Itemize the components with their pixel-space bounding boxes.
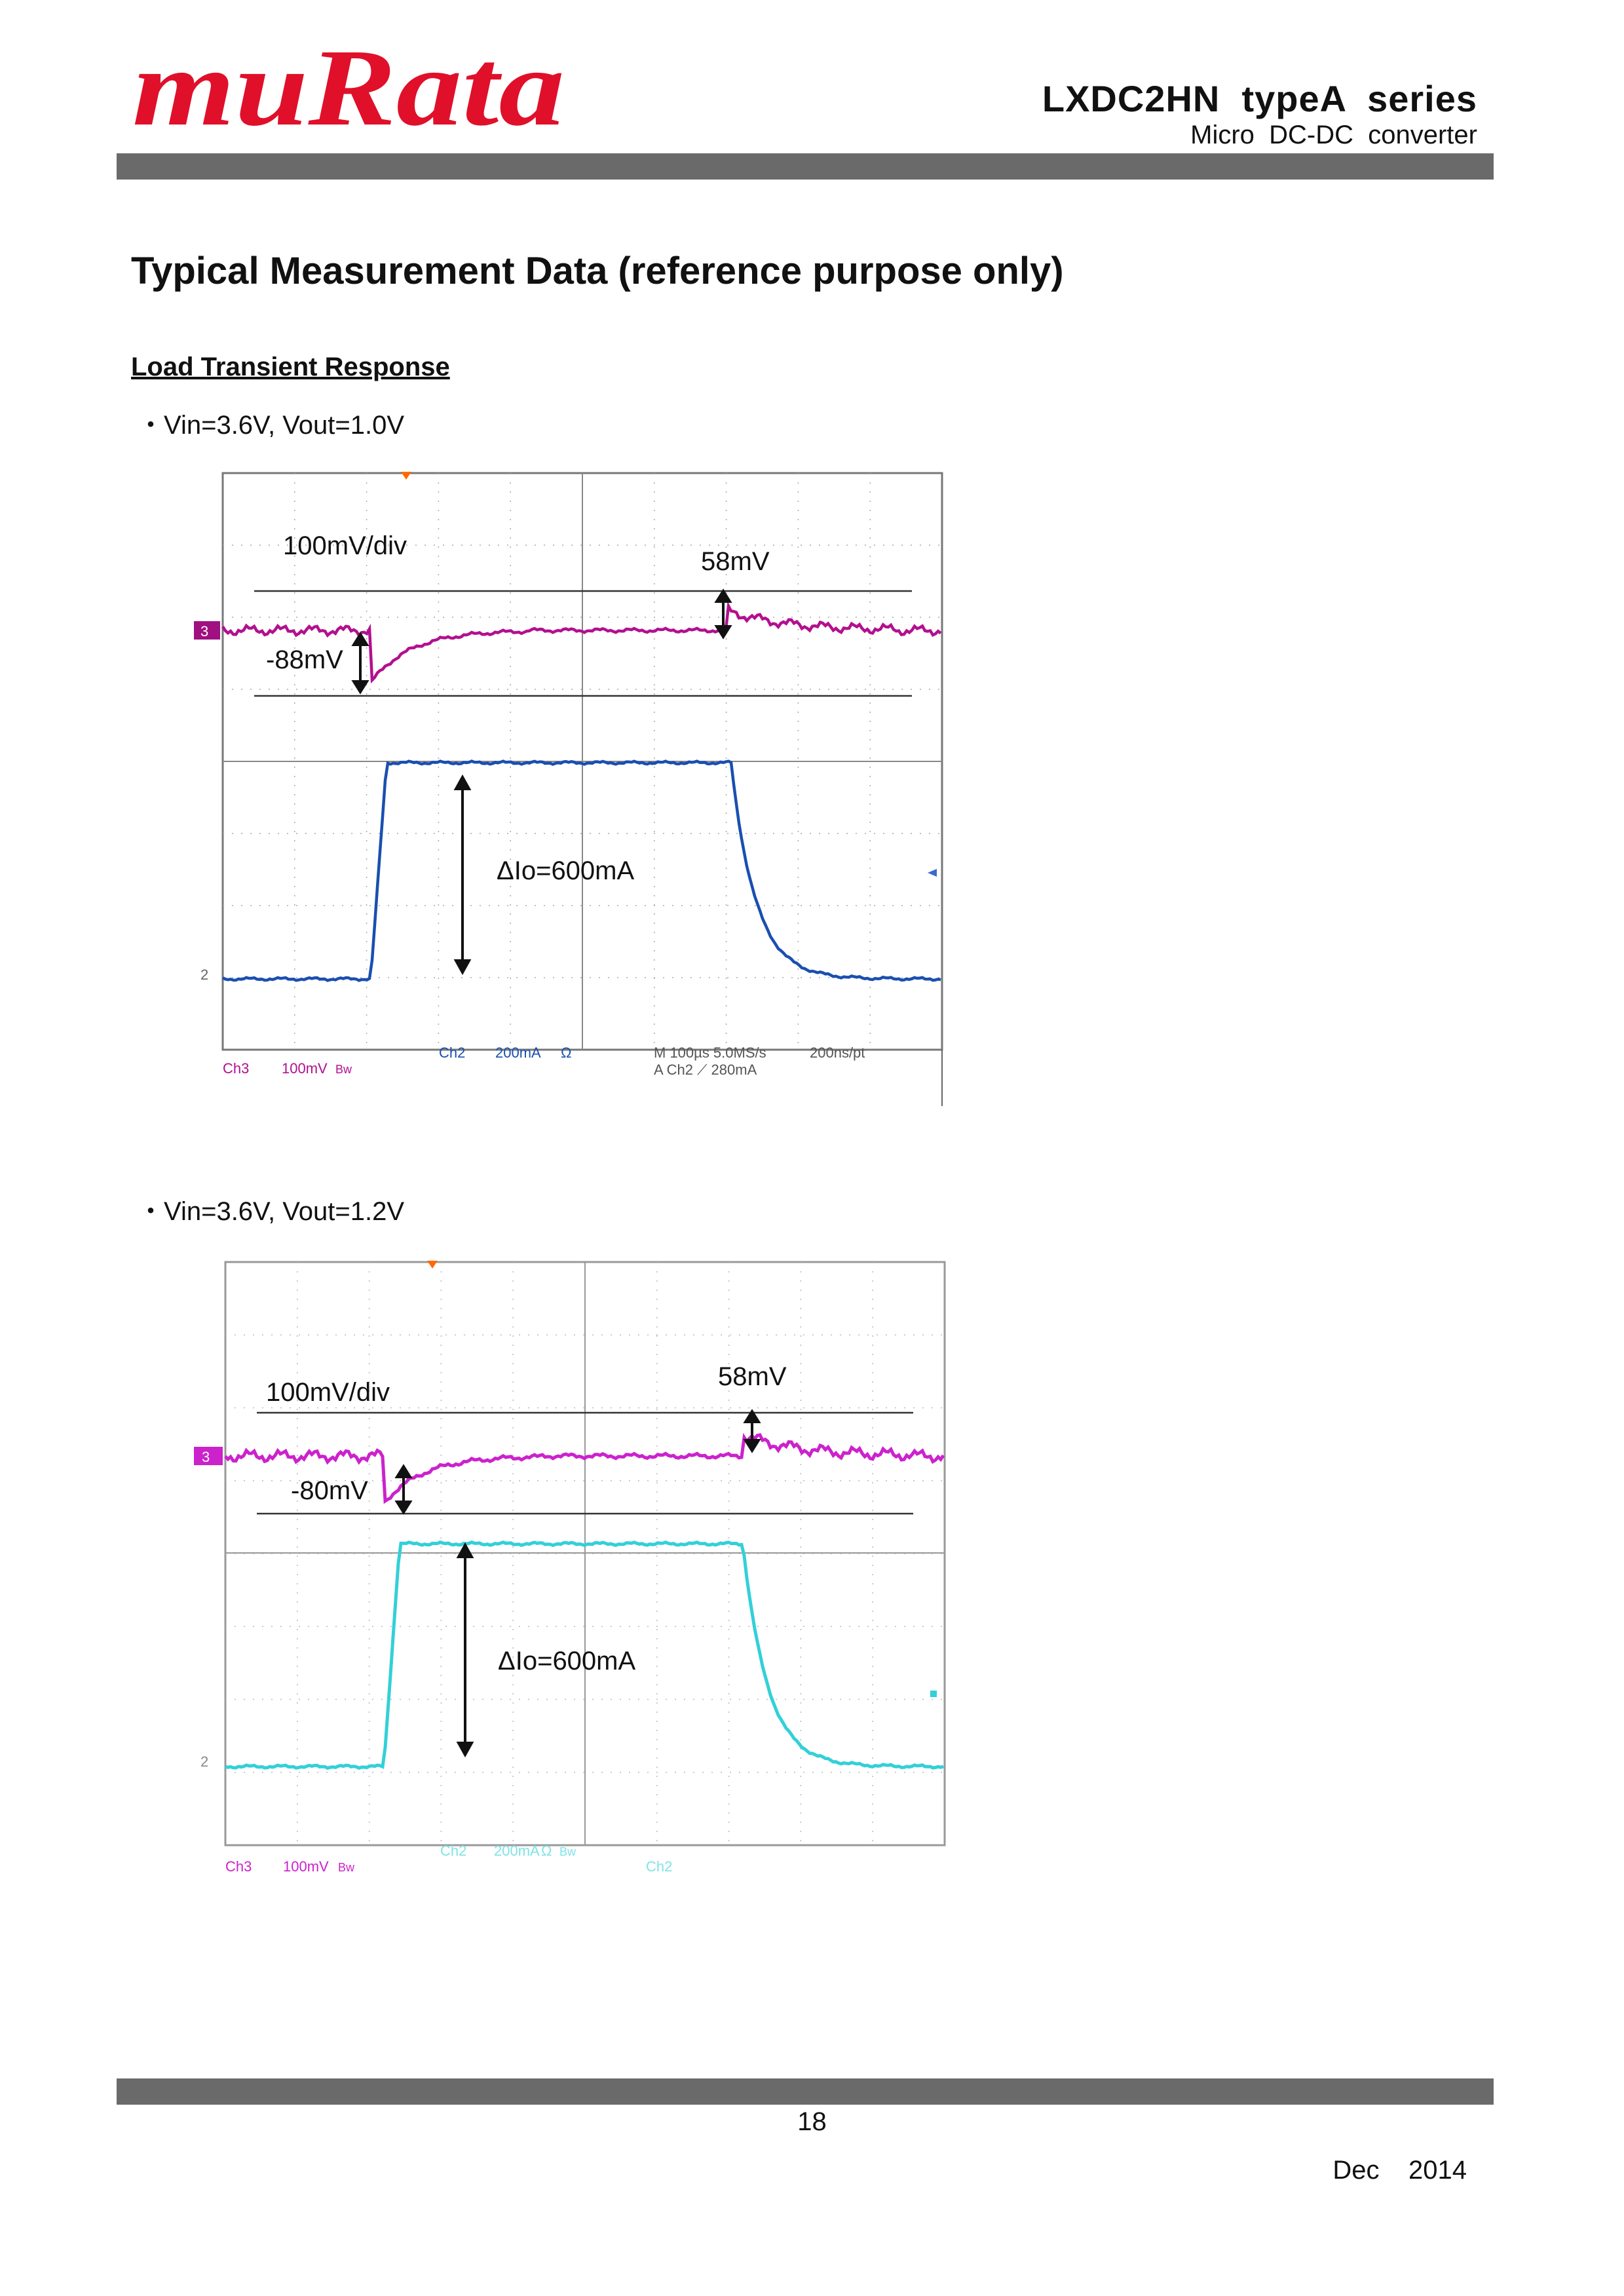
scope-svg: 3 2 100mV/div 58mV -88mV ΔIo=600mA Ch3 1… [194,472,943,1106]
page-title: Typical Measurement Data (reference purp… [131,250,1064,292]
readout-ch3-bw: Bw [335,1063,352,1076]
trigger-position-marker [427,1261,438,1269]
vout-trace [221,601,942,684]
murata-logo: muRata [128,26,569,149]
header-bar [117,153,1494,180]
ch3-marker-label: 3 [200,623,208,640]
overshoot-label: 58mV [718,1362,787,1391]
ch3-marker-label: 3 [202,1449,210,1465]
readout-ch3: Ch3 [223,1060,249,1077]
readout-ch2b: Ch2 [646,1858,672,1875]
delta-io-label: ΔIo=600mA [498,1647,635,1675]
iout-trace [225,1540,944,1770]
iout-trace [222,759,941,982]
oscilloscope-chart: 3 2 100mV/div 58mV -88mV ΔIo=600mA Ch3 1… [194,467,954,1106]
readout-ch3-scale: 100mV [282,1060,328,1077]
readout-ch3-bw: Bw [338,1861,355,1874]
readout-ch3-scale: 100mV [283,1858,329,1875]
readout-ch2: Ch2 [440,1843,466,1859]
ch2-marker-label: 2 [200,1753,208,1770]
delta-io-label: ΔIo=600mA [497,856,634,885]
readout-ch2-scale: 200mA [494,1843,540,1859]
readout-trigger: A Ch2 ⟋ 280mA [654,1062,757,1078]
trigger-level-marker [928,869,937,877]
undershoot-label: -88mV [266,645,343,674]
arrows [394,1409,761,1758]
footer-date: Dec 2014 [1332,2156,1467,2185]
readout-pt: 200ns/pt [810,1044,865,1061]
condition-label: ・Vin=3.6V, Vout=1.0V [138,411,405,440]
ch3-marker [194,1447,223,1465]
volt-div-label: 100mV/div [266,1378,390,1407]
page-number: 18 [797,2107,827,2136]
arrows [351,588,732,976]
readout-ch2-scale: 200mA [495,1044,541,1061]
vout-trace [224,1432,945,1504]
volt-div-label: 100mV/div [283,531,407,560]
undershoot-label: -80mV [291,1476,368,1505]
readout-ch3: Ch3 [225,1858,252,1875]
section-title: Load Transient Response [131,353,450,381]
readout-time: M 100µs 5.0MS/s [654,1044,766,1061]
readout-ch2-ohm: Ω [541,1843,552,1859]
ch2-marker-label: 2 [200,966,208,983]
series-title: LXDC2HN typeA series [1042,78,1477,119]
trigger-level-marker [930,1691,937,1697]
oscilloscope-chart: 3 2 100mV/div 58mV -80mV ΔIo=600mA Ch3 1… [194,1250,954,1886]
scope-svg: 3 2 100mV/div 58mV -80mV ΔIo=600mA Ch3 1… [194,1261,946,1875]
series-subtitle: Micro DC-DC converter [1190,121,1477,149]
ch3-marker [194,621,220,640]
logo-text: muRata [132,27,565,144]
readout-ch2-bw: Bw [559,1845,576,1858]
condition-label: ・Vin=3.6V, Vout=1.2V [138,1197,405,1226]
footer-bar [117,2078,1494,2105]
readout-ch2: Ch2 [439,1044,465,1061]
trigger-position-marker [401,472,411,480]
readout-ch2-ohm: Ω [561,1044,571,1061]
overshoot-label: 58mV [701,547,770,576]
